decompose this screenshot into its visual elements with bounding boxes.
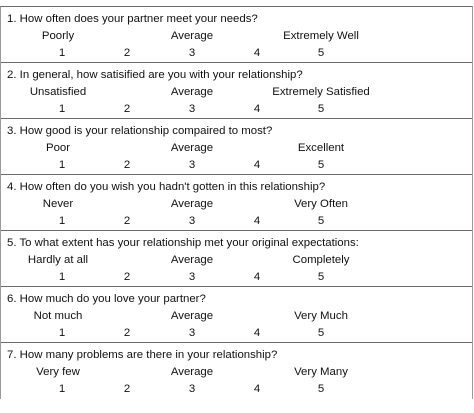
scale-option-1[interactable]: 1 xyxy=(58,103,66,115)
mid-anchor-label: Average xyxy=(170,310,214,322)
question-row-1: 1. How often does your partner meet your… xyxy=(1,7,472,63)
high-anchor-label: Extremely Well xyxy=(283,30,359,42)
mid-anchor-label: Average xyxy=(170,254,214,266)
high-anchor-label: Very Much xyxy=(294,310,348,322)
high-anchor-label: Completely xyxy=(292,254,350,266)
scale-option-3[interactable]: 3 xyxy=(188,383,196,395)
mid-anchor-label: Average xyxy=(170,30,214,42)
scale-option-1[interactable]: 1 xyxy=(58,215,66,227)
scale-option-5[interactable]: 5 xyxy=(317,383,325,395)
question-row-6: 6. How much do you love your partner? No… xyxy=(1,287,472,343)
question-row-7: 7. How many problems are there in your r… xyxy=(1,343,472,399)
mid-anchor-label: Average xyxy=(170,366,214,378)
low-anchor-label: Poor xyxy=(45,142,71,154)
scale-option-4[interactable]: 4 xyxy=(253,103,261,115)
high-anchor-label: Very Often xyxy=(294,198,348,210)
low-anchor-label: Very few xyxy=(36,366,80,378)
question-text: 2. In general, how satisified are you wi… xyxy=(7,69,303,81)
scale-option-4[interactable]: 4 xyxy=(253,159,261,171)
scale-option-4[interactable]: 4 xyxy=(253,271,261,283)
scale-option-3[interactable]: 3 xyxy=(188,271,196,283)
scale-option-4[interactable]: 4 xyxy=(253,215,261,227)
scale-option-2[interactable]: 2 xyxy=(123,47,131,59)
scale-option-2[interactable]: 2 xyxy=(123,271,131,283)
scale-option-5[interactable]: 5 xyxy=(317,215,325,227)
scale-option-2[interactable]: 2 xyxy=(123,327,131,339)
scale-option-5[interactable]: 5 xyxy=(317,159,325,171)
question-text: 6. How much do you love your partner? xyxy=(7,293,206,305)
question-text: 4. How often do you wish you hadn't gott… xyxy=(7,181,326,193)
high-anchor-label: Extremely Satisfied xyxy=(272,86,370,98)
scale-option-5[interactable]: 5 xyxy=(317,47,325,59)
scale-option-5[interactable]: 5 xyxy=(317,327,325,339)
low-anchor-label: Unsatisfied xyxy=(29,86,87,98)
low-anchor-label: Never xyxy=(42,198,74,210)
mid-anchor-label: Average xyxy=(170,198,214,210)
scale-option-1[interactable]: 1 xyxy=(58,159,66,171)
low-anchor-label: Not much xyxy=(33,310,83,322)
scale-option-2[interactable]: 2 xyxy=(123,215,131,227)
scale-option-3[interactable]: 3 xyxy=(188,215,196,227)
question-row-4: 4. How often do you wish you hadn't gott… xyxy=(1,175,472,231)
low-anchor-label: Hardly at all xyxy=(27,254,89,266)
scale-option-1[interactable]: 1 xyxy=(58,271,66,283)
mid-anchor-label: Average xyxy=(170,142,214,154)
question-row-5: 5. To what extent has your relationship … xyxy=(1,231,472,287)
question-text: 3. How good is your relationship compair… xyxy=(7,125,273,137)
question-text: 5. To what extent has your relationship … xyxy=(7,237,359,249)
question-row-2: 2. In general, how satisified are you wi… xyxy=(1,63,472,119)
scale-option-2[interactable]: 2 xyxy=(123,383,131,395)
question-row-3: 3. How good is your relationship compair… xyxy=(1,119,472,175)
scale-option-3[interactable]: 3 xyxy=(188,47,196,59)
scale-option-1[interactable]: 1 xyxy=(58,327,66,339)
scale-option-3[interactable]: 3 xyxy=(188,327,196,339)
question-text: 1. How often does your partner meet your… xyxy=(7,13,258,25)
scale-option-5[interactable]: 5 xyxy=(317,103,325,115)
scale-option-2[interactable]: 2 xyxy=(123,103,131,115)
scale-option-1[interactable]: 1 xyxy=(58,383,66,395)
low-anchor-label: Poorly xyxy=(41,30,75,42)
mid-anchor-label: Average xyxy=(170,86,214,98)
question-text: 7. How many problems are there in your r… xyxy=(7,349,278,361)
high-anchor-label: Very Many xyxy=(294,366,348,378)
scale-option-4[interactable]: 4 xyxy=(253,327,261,339)
high-anchor-label: Excellent xyxy=(297,142,345,154)
scale-option-3[interactable]: 3 xyxy=(188,103,196,115)
scale-option-1[interactable]: 1 xyxy=(58,47,66,59)
scale-option-3[interactable]: 3 xyxy=(188,159,196,171)
questionnaire-table: 1. How often does your partner meet your… xyxy=(0,6,473,399)
scale-option-4[interactable]: 4 xyxy=(253,383,261,395)
scale-option-5[interactable]: 5 xyxy=(317,271,325,283)
scale-option-4[interactable]: 4 xyxy=(253,47,261,59)
scale-option-2[interactable]: 2 xyxy=(123,159,131,171)
